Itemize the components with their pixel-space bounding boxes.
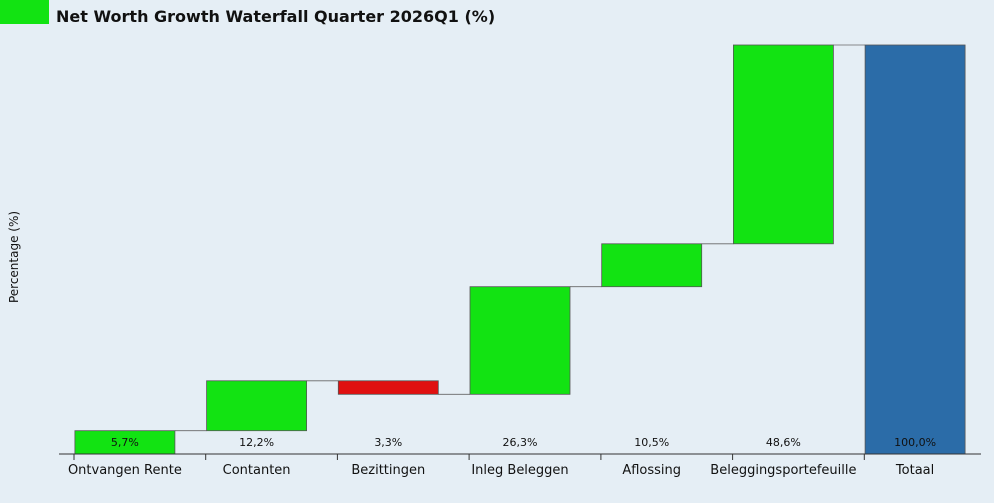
bar-totaal — [864, 44, 966, 455]
bars — [74, 44, 966, 455]
value-label: 5,7% — [111, 436, 139, 449]
bar-bezittingen — [337, 380, 439, 395]
value-label: 10,5% — [634, 436, 669, 449]
value-label: 100,0% — [894, 436, 936, 449]
x-tick-label: Aflossing — [622, 463, 681, 478]
x-axis — [59, 453, 981, 460]
x-tick-label: Beleggingsportefeuille — [710, 463, 856, 478]
bar-contanten — [206, 380, 308, 432]
value-label: 26,3% — [503, 436, 538, 449]
legend-swatch — [0, 0, 49, 24]
x-tick-label: Contanten — [223, 463, 291, 478]
connector-lines — [174, 44, 866, 432]
chart-title: Net Worth Growth Waterfall Quarter 2026Q… — [56, 7, 496, 26]
value-labels: 5,7% 12,2% 3,3% 26,3% 10,5% 48,6% 100,0% — [111, 436, 936, 449]
x-tick-label: Totaal — [895, 463, 934, 478]
bar-inleg-beleggen — [469, 286, 571, 395]
value-label: 12,2% — [239, 436, 274, 449]
value-label: 48,6% — [766, 436, 801, 449]
bar-beleggingsportefeuille — [733, 44, 834, 245]
x-tick-label: Ontvangen Rente — [68, 463, 182, 478]
x-tick-label: Inleg Beleggen — [471, 463, 568, 478]
value-label: 3,3% — [374, 436, 402, 449]
x-tick-label: Bezittingen — [351, 463, 425, 478]
bar-aflossing — [601, 243, 703, 288]
x-tick-labels: Ontvangen Rente Contanten Bezittingen Inleg… — [68, 463, 934, 478]
